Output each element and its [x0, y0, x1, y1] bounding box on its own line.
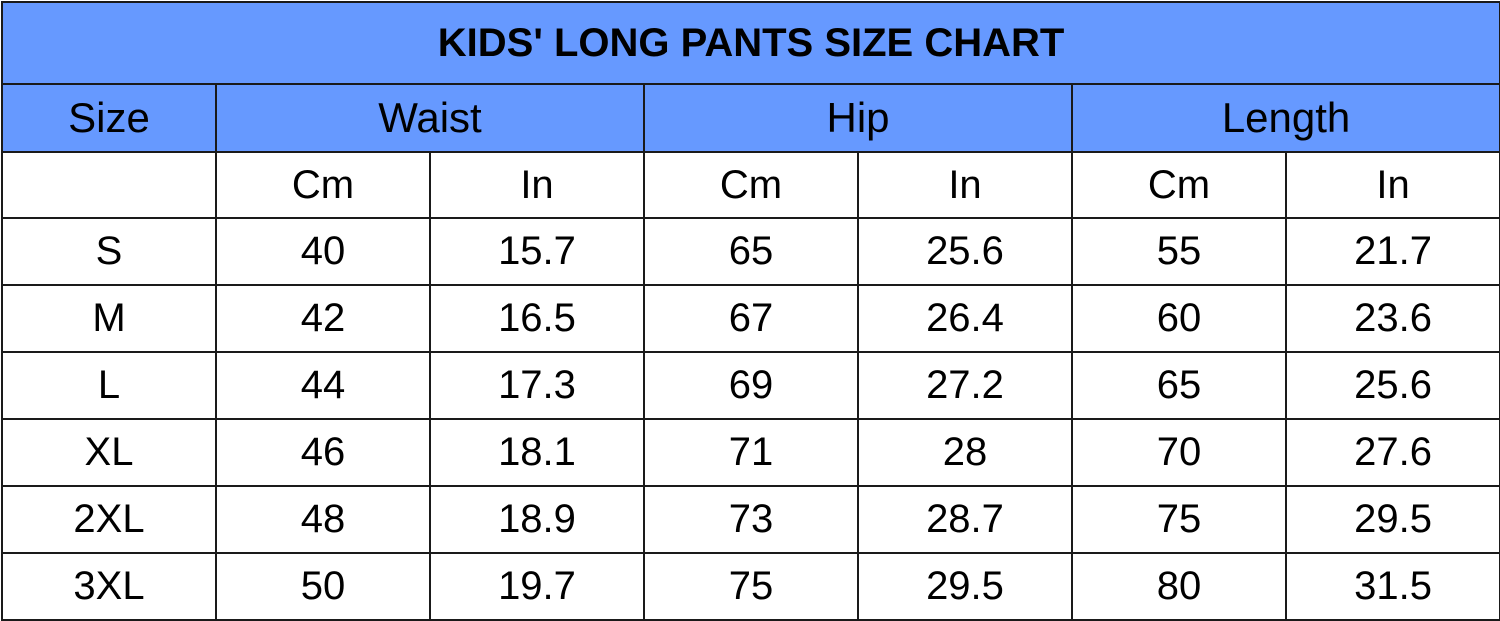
- size-cell: S: [1, 217, 217, 286]
- hip-cm-cell: 67: [643, 284, 859, 353]
- size-cell: M: [1, 284, 217, 353]
- chart-title-text: KIDS' LONG PANTS SIZE CHART: [437, 20, 1065, 65]
- length-cm-cell: 55: [1071, 217, 1287, 286]
- waist-cm-cell: 50: [215, 552, 431, 621]
- group-header-row: Size Waist Hip Length: [1, 83, 1500, 153]
- waist-cm-cell: 48: [215, 485, 431, 554]
- hip-in-cell: 27.2: [857, 351, 1073, 420]
- hip-in-cell: 28.7: [857, 485, 1073, 554]
- waist-cm-cell: 42: [215, 284, 431, 353]
- waist-in-cell: 16.5: [429, 284, 645, 353]
- hip-in-cell: 25.6: [857, 217, 1073, 286]
- hip-group-header: Hip: [643, 83, 1073, 153]
- table-row: M 42 16.5 67 26.4 60 23.6: [1, 284, 1500, 353]
- waist-cm-cell: 46: [215, 418, 431, 487]
- unit-header: In: [429, 151, 645, 219]
- length-in-cell: 31.5: [1284, 552, 1500, 621]
- unit-header: In: [857, 151, 1073, 219]
- size-cell: XL: [1, 418, 217, 487]
- unit-header-row: Cm In Cm In Cm In: [1, 151, 1500, 219]
- hip-in-cell: 29.5: [857, 552, 1073, 621]
- waist-cm-cell: 40: [215, 217, 431, 286]
- unit-header: In: [1284, 151, 1500, 219]
- length-cm-cell: 75: [1071, 485, 1287, 554]
- unit-header: Cm: [1071, 151, 1287, 219]
- table-row: XL 46 18.1 71 28 70 27.6: [1, 418, 1500, 487]
- hip-cm-cell: 71: [643, 418, 859, 487]
- length-in-cell: 29.5: [1284, 485, 1500, 554]
- unit-header: Cm: [215, 151, 431, 219]
- size-cell: 2XL: [1, 485, 217, 554]
- waist-in-cell: 19.7: [429, 552, 645, 621]
- length-in-cell: 27.6: [1284, 418, 1500, 487]
- length-cm-cell: 80: [1071, 552, 1287, 621]
- chart-title: KIDS' LONG PANTS SIZE CHART: [0, 1, 1500, 85]
- hip-cm-cell: 75: [643, 552, 859, 621]
- length-in-cell: 21.7: [1284, 217, 1500, 286]
- length-cm-cell: 65: [1071, 351, 1287, 420]
- hip-cm-cell: 69: [643, 351, 859, 420]
- hip-cm-cell: 65: [643, 217, 859, 286]
- size-cell: L: [1, 351, 217, 420]
- size-column-header: Size: [1, 83, 217, 153]
- hip-cm-cell: 73: [643, 485, 859, 554]
- size-cell: 3XL: [1, 552, 217, 621]
- hip-in-cell: 28: [857, 418, 1073, 487]
- waist-in-cell: 18.1: [429, 418, 645, 487]
- waist-in-cell: 15.7: [429, 217, 645, 286]
- unit-header-empty: [1, 151, 217, 219]
- table-row: 3XL 50 19.7 75 29.5 80 31.5: [1, 552, 1500, 621]
- length-in-cell: 25.6: [1284, 351, 1500, 420]
- table-row: 2XL 48 18.9 73 28.7 75 29.5: [1, 485, 1500, 554]
- table-row: S 40 15.7 65 25.6 55 21.7: [1, 217, 1500, 286]
- waist-cm-cell: 44: [215, 351, 431, 420]
- length-in-cell: 23.6: [1284, 284, 1500, 353]
- unit-header: Cm: [643, 151, 859, 219]
- hip-in-cell: 26.4: [857, 284, 1073, 353]
- waist-in-cell: 17.3: [429, 351, 645, 420]
- table-row: L 44 17.3 69 27.2 65 25.6: [1, 351, 1500, 420]
- waist-in-cell: 18.9: [429, 485, 645, 554]
- length-cm-cell: 60: [1071, 284, 1287, 353]
- length-group-header: Length: [1070, 83, 1500, 153]
- waist-group-header: Waist: [215, 83, 645, 153]
- title-row: KIDS' LONG PANTS SIZE CHART: [0, 1, 1500, 85]
- length-cm-cell: 70: [1071, 418, 1287, 487]
